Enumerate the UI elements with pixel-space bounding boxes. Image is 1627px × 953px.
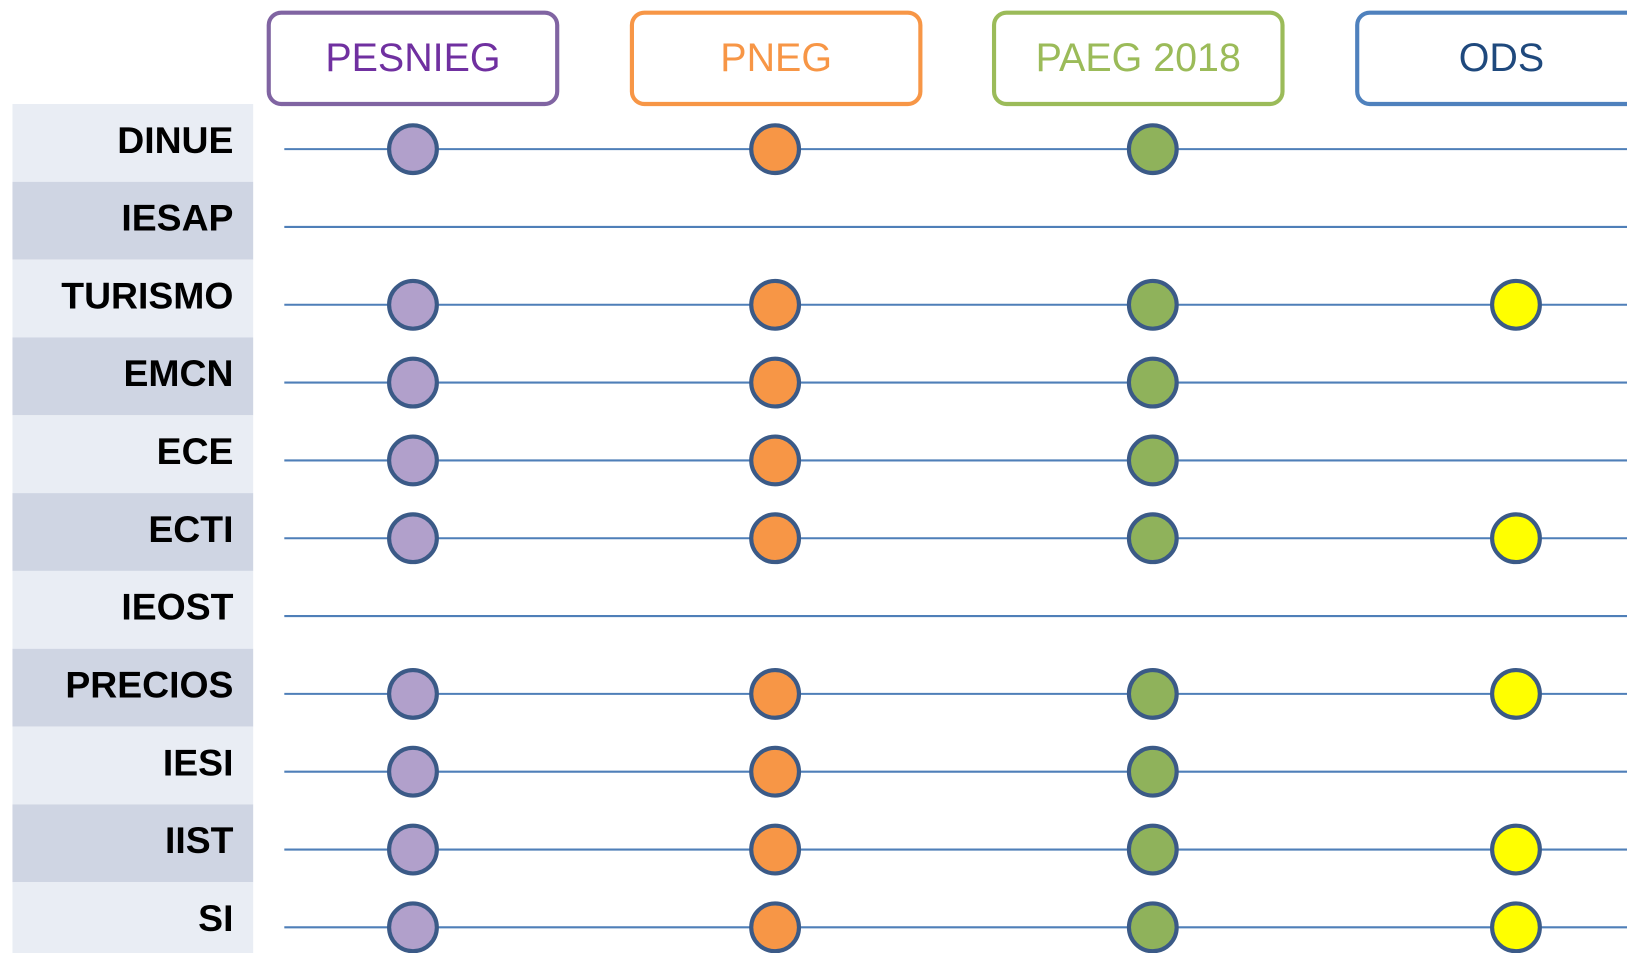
- dot: [1126, 745, 1179, 798]
- row-band: [12, 181, 254, 260]
- row-band: [12, 259, 254, 338]
- row-band: [12, 103, 254, 182]
- row-label: TURISMO: [61, 274, 233, 316]
- dot: [1126, 823, 1179, 876]
- dot: [749, 745, 802, 798]
- column-box: [629, 10, 923, 107]
- dot: [749, 901, 802, 953]
- dot: [749, 356, 802, 409]
- dot: [749, 667, 802, 720]
- column-box: [266, 10, 560, 107]
- dot: [1126, 512, 1179, 565]
- dot: [387, 667, 439, 720]
- column-label: ODS: [1459, 36, 1544, 80]
- row-label: PRECIOS: [65, 664, 233, 706]
- row-label: ECTI: [148, 508, 233, 550]
- dot: [1490, 901, 1542, 953]
- row-label: SI: [198, 897, 233, 939]
- dot: [1126, 123, 1179, 176]
- row-label: IIST: [165, 819, 234, 861]
- column-label: PAEG 2018: [1036, 36, 1241, 80]
- column-label: PESNIEG: [325, 36, 500, 80]
- row-label: ECE: [157, 430, 234, 472]
- dot: [749, 123, 802, 176]
- dot: [749, 512, 802, 565]
- dot: [1490, 512, 1542, 565]
- dot: [1490, 278, 1542, 331]
- column-box: [1355, 10, 1627, 107]
- dot: [749, 434, 802, 487]
- dot: [387, 123, 439, 176]
- dot: [749, 278, 802, 331]
- row-band: [12, 493, 254, 571]
- column-label: PNEG: [720, 36, 832, 80]
- dot: [387, 745, 439, 798]
- row-label: IESI: [163, 741, 234, 783]
- row-band: [12, 570, 254, 649]
- row-band: [12, 882, 254, 953]
- column-box: [991, 10, 1285, 107]
- row-band: [12, 337, 254, 416]
- row-band: [12, 415, 254, 494]
- row-label: IESAP: [121, 197, 233, 239]
- row-band: [12, 648, 254, 727]
- dot: [749, 823, 802, 876]
- dot: [387, 356, 439, 409]
- dot: [1126, 667, 1179, 720]
- row-band: [12, 804, 254, 883]
- dot: [387, 512, 439, 565]
- dot: [1490, 823, 1542, 876]
- dot: [387, 278, 439, 331]
- row-label: EMCN: [124, 352, 234, 394]
- row-band: [12, 726, 254, 805]
- dot: [1126, 434, 1179, 487]
- row-label: DINUE: [117, 119, 233, 161]
- dot: [1490, 667, 1542, 720]
- dot: [1126, 356, 1179, 409]
- dot: [1126, 278, 1179, 331]
- dot: [387, 434, 439, 487]
- dot: [387, 901, 439, 953]
- row-label: IEOST: [121, 586, 233, 628]
- dot: [387, 823, 439, 876]
- dot: [1126, 901, 1179, 953]
